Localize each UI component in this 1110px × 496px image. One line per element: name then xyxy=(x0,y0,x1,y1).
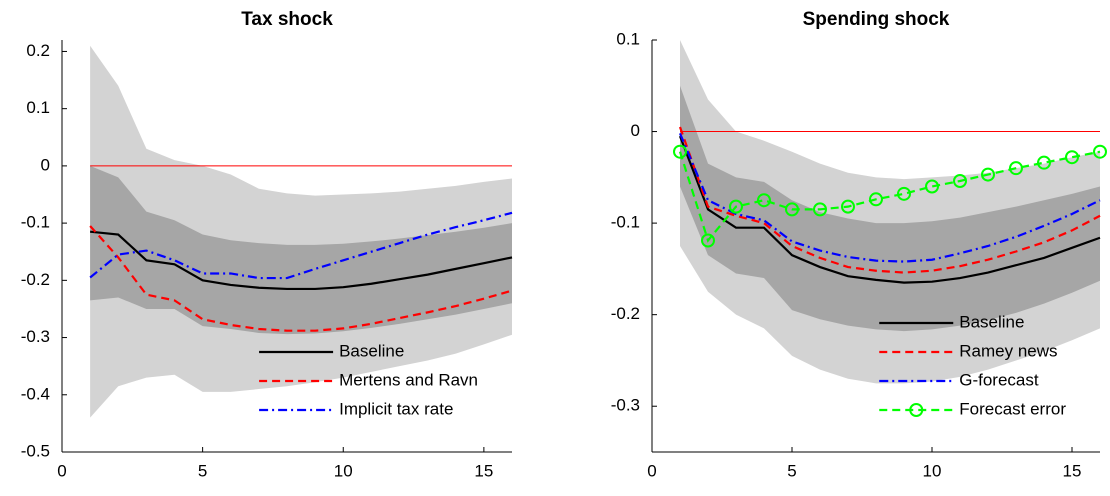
series-marker xyxy=(897,186,911,201)
x-tick-label: 10 xyxy=(334,461,353,480)
series-marker xyxy=(1037,155,1051,170)
y-tick-label: -0.3 xyxy=(611,396,640,415)
series-line xyxy=(89,225,513,332)
series-marker xyxy=(841,199,855,214)
x-tick-label: 5 xyxy=(787,461,796,480)
chart-title: Tax shock xyxy=(241,9,333,30)
series-marker xyxy=(785,202,799,217)
series-line xyxy=(678,132,1101,263)
series-line xyxy=(90,230,513,291)
series-marker xyxy=(757,193,771,208)
y-tick-label: -0.1 xyxy=(611,213,640,232)
x-tick-label: 0 xyxy=(647,461,656,480)
x-tick-label: 5 xyxy=(198,461,207,480)
series-line xyxy=(678,135,1101,284)
x-tick-label: 15 xyxy=(474,461,493,480)
legend: Baseline Mertens and Ravn Implicit tax rat… xyxy=(259,341,478,418)
y-tick-label: 0 xyxy=(631,121,640,140)
y-tick-label: -0.3 xyxy=(21,327,50,346)
y-tick-label: -0.1 xyxy=(21,213,50,232)
series-marker xyxy=(953,173,967,188)
y-tick-label: -0.2 xyxy=(611,304,640,323)
legend-label: Mertens and Ravn xyxy=(339,370,478,389)
x-tick-label: 15 xyxy=(1063,461,1082,480)
y-tick-label: -0.4 xyxy=(21,384,50,403)
series-marker xyxy=(925,179,939,194)
series-marker xyxy=(1093,144,1107,159)
series-marker xyxy=(813,202,827,217)
y-tick-label: 0.2 xyxy=(26,41,50,60)
y-tick-label: 0.1 xyxy=(26,98,50,117)
legend-label: Baseline xyxy=(339,341,404,360)
legend: Baseline Ramey news G-forecast Forecast err… xyxy=(879,312,1066,418)
series-line xyxy=(89,211,513,280)
legend-label: Forecast error xyxy=(959,399,1066,418)
x-tick-label: 10 xyxy=(923,461,942,480)
y-tick-label: -0.2 xyxy=(21,270,50,289)
confidence-band xyxy=(90,45,512,418)
series-marker xyxy=(981,167,995,182)
legend-label: Baseline xyxy=(959,312,1024,331)
legend-marker xyxy=(909,403,924,417)
series-marker xyxy=(729,199,743,214)
series-marker xyxy=(869,192,883,207)
series-marker xyxy=(1009,161,1023,176)
y-tick-label: 0.1 xyxy=(616,29,640,48)
legend-label: Implicit tax rate xyxy=(339,399,453,418)
x-tick-label: 0 xyxy=(57,461,66,480)
legend-label: G-forecast xyxy=(959,370,1039,389)
series-marker xyxy=(1065,150,1079,165)
y-tick-label: 0 xyxy=(41,155,50,174)
confidence-band xyxy=(90,165,512,335)
series-marker xyxy=(701,233,715,248)
legend-label: Ramey news xyxy=(959,341,1057,360)
y-tick-label: -0.5 xyxy=(21,441,50,460)
chart-title: Spending shock xyxy=(803,9,950,30)
series-marker xyxy=(673,144,687,159)
